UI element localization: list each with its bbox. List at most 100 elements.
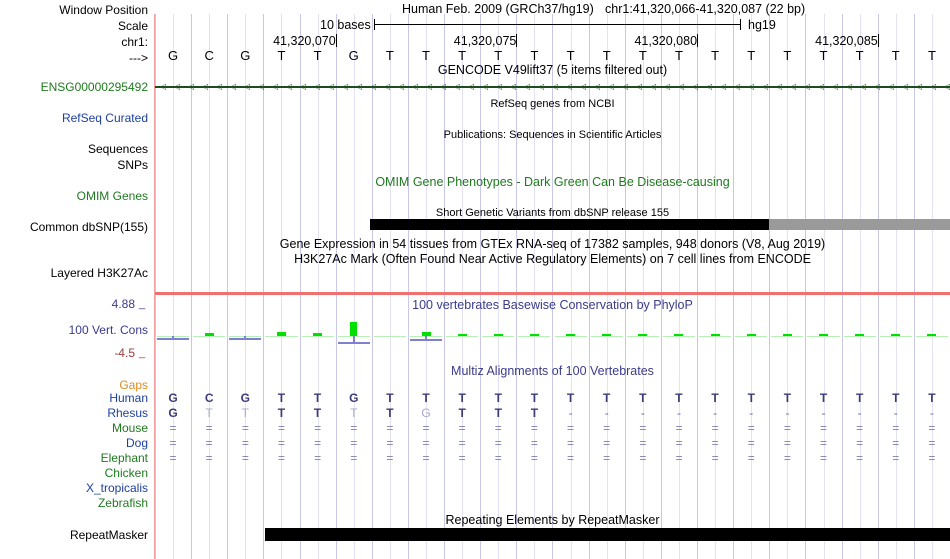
multiz-unaligned: = <box>711 436 719 450</box>
base-gridline <box>878 14 879 559</box>
sequence-base: T <box>422 48 430 63</box>
dbsnp-track-title: Short Genetic Variants from dbSNP releas… <box>435 207 670 219</box>
multiz-unaligned: = <box>747 436 755 450</box>
base-gridline-minor <box>643 14 644 559</box>
cons-axis-min: -4.5 <box>114 346 135 360</box>
conservation-bar-positive <box>529 334 539 336</box>
multiz-unaligned: = <box>603 421 611 435</box>
multiz-unaligned: = <box>530 421 538 435</box>
multiz-unaligned: = <box>458 451 466 465</box>
multiz-base: T <box>313 391 322 405</box>
multiz-species-label-dog[interactable]: Dog <box>125 436 148 450</box>
scale-bases-label: 10 bases <box>320 18 371 32</box>
refseq-track-label[interactable]: RefSeq Curated <box>61 111 148 125</box>
multiz-gap: - <box>893 406 898 420</box>
sequence-base: T <box>783 48 792 63</box>
sequence-base: T <box>602 48 611 63</box>
conservation-bar-negative-stem <box>425 336 428 339</box>
multiz-base: T <box>277 406 286 420</box>
strand-arrow-icon: ◁ <box>258 82 265 91</box>
multiz-unaligned: = <box>350 421 358 435</box>
conservation-bar-negative-stem <box>172 336 175 339</box>
repeatmasker-track-label[interactable]: RepeatMasker <box>69 528 148 542</box>
multiz-gap: - <box>568 406 573 420</box>
multiz-unaligned: = <box>711 421 719 435</box>
repeatmasker-feature-bar[interactable] <box>264 528 950 541</box>
dbsnp-feature-bar-gray[interactable] <box>768 219 950 230</box>
conservation-track-label[interactable]: 100 Vert. Cons <box>68 323 148 337</box>
h3k27ac-signal-line <box>155 292 950 295</box>
multiz-species-label-x_tropicalis[interactable]: X_tropicalis <box>85 481 148 495</box>
conservation-bar-negative <box>337 342 370 345</box>
multiz-unaligned: = <box>169 436 177 450</box>
multiz-track-title: Multiz Alignments of 100 Vertebrates <box>451 364 654 378</box>
multiz-species-label-rhesus[interactable]: Rhesus <box>107 406 148 420</box>
base-gridline-minor <box>390 14 391 559</box>
sequences-track-label[interactable]: Sequences <box>87 142 148 156</box>
conservation-bar-positive <box>421 331 431 336</box>
base-gridline-minor <box>209 14 210 559</box>
db-label: hg19 <box>748 18 776 32</box>
cons-axis-max: 4.88 <box>111 297 135 311</box>
sequence-base: G <box>240 48 251 63</box>
conservation-bar-positive <box>204 332 214 336</box>
multiz-base: T <box>313 406 322 420</box>
multiz-base: T <box>892 391 900 405</box>
strand-arrow-icon: ◁ <box>874 82 881 91</box>
multiz-gap: - <box>713 406 718 420</box>
conservation-plot[interactable] <box>155 322 950 360</box>
coordinate-tick-label: 41,320,075 <box>453 34 517 48</box>
gencode-track-label[interactable]: ENSG00000295492 <box>40 80 148 94</box>
omim-track-label[interactable]: OMIM Genes <box>76 189 148 203</box>
h3k27ac-track-label[interactable]: Layered H3K27Ac <box>50 266 148 280</box>
conservation-bar-positive <box>313 332 323 336</box>
conservation-baseline <box>590 336 623 337</box>
strand-arrow-icon: ◁ <box>664 82 671 91</box>
multiz-unaligned: = <box>892 436 900 450</box>
multiz-unaligned: = <box>422 451 430 465</box>
multiz-unaligned: = <box>892 421 900 435</box>
strand-arrow-icon: ◁ <box>804 82 811 91</box>
strand-arrow-icon: ◁ <box>566 82 573 91</box>
multiz-unaligned: = <box>567 451 575 465</box>
conservation-baseline <box>662 336 696 337</box>
dbsnp-track-label[interactable]: Common dbSNP(155) <box>29 220 148 234</box>
multiz-species-label-human[interactable]: Human <box>109 391 148 405</box>
base-gridline-minor <box>607 14 608 559</box>
multiz-species-label-mouse[interactable]: Mouse <box>111 421 148 435</box>
coordinate-tick-label: 41,320,070 <box>273 34 336 48</box>
conservation-bar-positive <box>276 332 286 336</box>
multiz-gap: - <box>749 406 754 420</box>
dbsnp-feature-bar[interactable] <box>369 219 769 230</box>
multiz-base: T <box>603 391 611 405</box>
chrom-label: chr1: <box>121 35 148 49</box>
multiz-base: G <box>349 391 359 405</box>
snps-track-label[interactable]: SNPs <box>117 158 148 172</box>
multiz-unaligned: = <box>856 436 864 450</box>
multiz-base: T <box>386 391 394 405</box>
multiz-base: G <box>168 391 178 405</box>
conservation-bar-positive <box>674 334 684 336</box>
multiz-species-label-elephant[interactable]: Elephant <box>100 451 148 465</box>
multiz-unaligned: = <box>928 421 936 435</box>
multiz-unaligned: = <box>530 451 538 465</box>
base-gridline <box>372 14 373 559</box>
multiz-species-label-zebrafish[interactable]: Zebrafish <box>97 496 148 510</box>
conservation-bar-positive <box>746 334 756 336</box>
repeatmasker-track-title: Repeating Elements by RepeatMasker <box>445 513 660 527</box>
strand-arrow-icon: ◁ <box>202 82 209 91</box>
gencode-transcript-line[interactable] <box>155 86 950 88</box>
multiz-base: T <box>386 406 394 420</box>
conservation-bar-positive <box>710 334 720 336</box>
strand-arrow-icon: ◁ <box>790 82 797 91</box>
strand-arrow-icon: ◁ <box>356 82 363 91</box>
multiz-unaligned: = <box>350 436 358 450</box>
sequence-base: G <box>168 48 179 63</box>
coordinate-tick-mark <box>516 34 518 47</box>
strand-arrow-icon: ◁ <box>860 82 867 91</box>
base-gridline <box>263 14 264 559</box>
base-gridline-minor <box>354 14 355 559</box>
strand-arrow-icon: ◁ <box>160 82 167 91</box>
multiz-unaligned: = <box>675 451 683 465</box>
multiz-species-label-chicken[interactable]: Chicken <box>104 466 148 480</box>
